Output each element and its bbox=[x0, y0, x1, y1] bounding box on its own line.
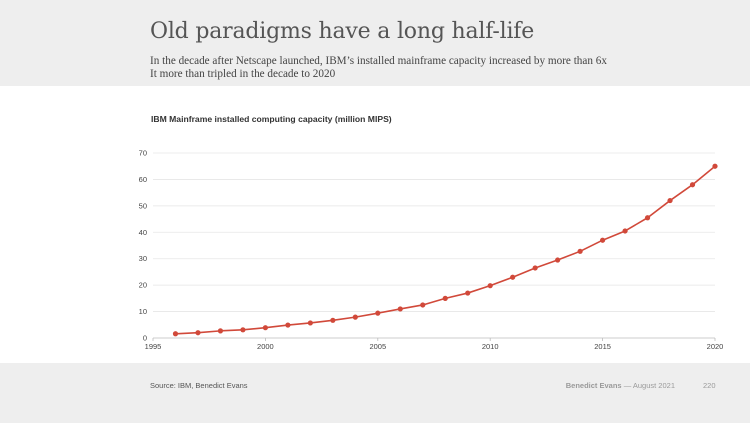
source-note: Source: IBM, Benedict Evans bbox=[150, 381, 248, 390]
subtitle-line-1: In the decade after Netscape launched, I… bbox=[150, 55, 607, 67]
y-tick-label: 70 bbox=[139, 149, 147, 158]
header-band bbox=[0, 0, 750, 86]
grid-layer bbox=[153, 152, 715, 312]
x-tick-label: 2020 bbox=[707, 342, 724, 351]
y-tick-label: 30 bbox=[139, 254, 147, 263]
data-point-2012 bbox=[532, 265, 538, 271]
axis-layer bbox=[152, 337, 716, 341]
slide-title: Old paradigms have a long half-life bbox=[150, 19, 535, 44]
data-point-2019 bbox=[689, 182, 696, 188]
data-point-2003 bbox=[330, 317, 336, 323]
data-point-2009 bbox=[465, 290, 471, 296]
y-tick-label: 50 bbox=[139, 201, 147, 210]
data-point-1997 bbox=[195, 330, 201, 336]
data-point-2005 bbox=[375, 310, 381, 316]
y-tick-label: 0 bbox=[143, 334, 147, 343]
data-point-2006 bbox=[397, 306, 403, 312]
page-number: 220 bbox=[703, 381, 716, 390]
data-point-2016 bbox=[622, 228, 628, 234]
slide-subtitle: In the decade after Netscape launched, I… bbox=[150, 55, 607, 80]
data-point-2017 bbox=[644, 215, 651, 221]
data-point-1996 bbox=[172, 331, 179, 337]
data-point-2015 bbox=[600, 237, 606, 243]
x-tick-label: 1995 bbox=[145, 342, 162, 351]
author-name: Benedict Evans bbox=[565, 381, 622, 390]
y-tick-label: 20 bbox=[139, 281, 147, 290]
data-point-2001 bbox=[285, 322, 291, 328]
y-tick-label: 60 bbox=[139, 175, 147, 184]
x-tick-label: 2000 bbox=[257, 342, 274, 351]
chart-title: IBM Mainframe installed computing capaci… bbox=[151, 114, 392, 124]
x-tick-label: 2010 bbox=[482, 342, 499, 351]
data-point-2020 bbox=[712, 163, 718, 169]
data-point-1998 bbox=[217, 328, 224, 334]
slide-date: — August 2021 bbox=[623, 381, 675, 390]
credit: Benedict Evans — August 2021 bbox=[566, 381, 675, 390]
data-point-2007 bbox=[420, 302, 426, 308]
data-point-2002 bbox=[307, 320, 313, 326]
y-tick-label: 40 bbox=[139, 228, 147, 237]
tick-layer: 0 10 20 30 40 50 60 70 1995 2000 2005 2010 2015 2020 bbox=[139, 149, 724, 352]
data-point-1999 bbox=[240, 327, 246, 333]
data-point-2013 bbox=[555, 257, 561, 263]
data-point-2010 bbox=[487, 283, 493, 289]
subtitle-line-2: It more than tripled in the decade to 20… bbox=[150, 67, 336, 80]
footer-band bbox=[0, 363, 750, 423]
x-tick-label: 2005 bbox=[369, 342, 386, 351]
data-point-2004 bbox=[352, 314, 358, 320]
y-tick-label: 10 bbox=[139, 307, 147, 316]
x-tick-label: 2015 bbox=[594, 342, 611, 351]
series-line-0 bbox=[175, 165, 716, 335]
data-point-2000 bbox=[262, 325, 268, 331]
data-point-2011 bbox=[510, 274, 516, 280]
data-point-2014 bbox=[577, 248, 583, 254]
data-point-2018 bbox=[667, 197, 673, 204]
series-layer bbox=[172, 163, 718, 337]
data-point-2008 bbox=[442, 295, 448, 301]
